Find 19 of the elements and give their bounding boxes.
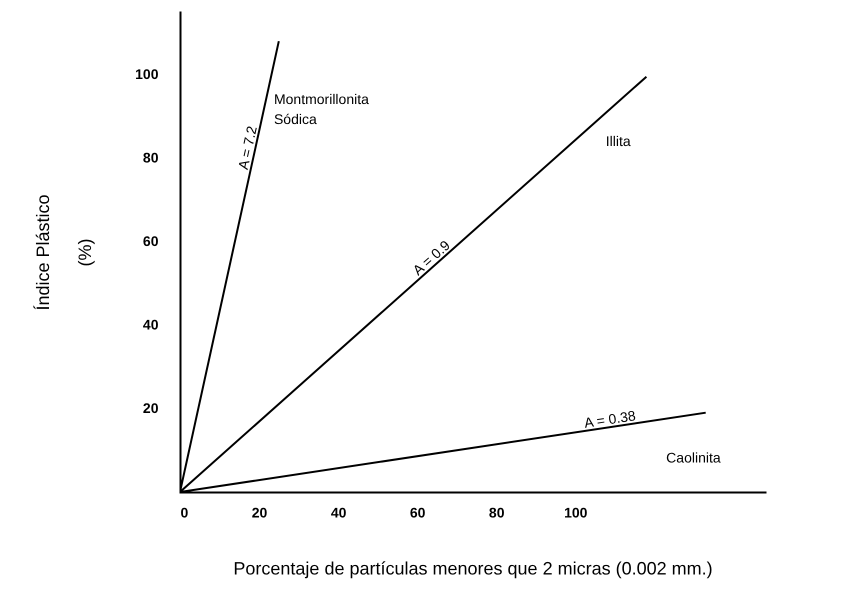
x-tick-label: 60 [410, 504, 426, 520]
text: Caolinita [666, 449, 721, 466]
series-label: Illita [606, 133, 631, 150]
series-label: Montmorillonita Sódica [274, 90, 370, 127]
x-tick-label: 20 [252, 504, 268, 520]
x-tick-label: 80 [488, 504, 505, 520]
y-tick-label: 60 [142, 233, 159, 250]
y-tick-label: 80 [142, 150, 159, 166]
y-tick-label: 40 [142, 316, 159, 333]
y-tick-label: 100 [135, 66, 159, 82]
y-tick-label: 20 [142, 400, 159, 416]
annotation: A = 0.9 [409, 236, 454, 278]
x-tick-label: 0 [180, 504, 188, 520]
annotation: A = 0.38 [583, 407, 637, 431]
annotation: A = 7.2 [234, 124, 260, 171]
x-tick-label: 100 [564, 504, 588, 520]
text: Índice Plástico (%) [33, 194, 96, 311]
x-tick-label: 40 [330, 504, 347, 520]
x-axis-title: Porcentaje de partículas menores que 2 micras (0.002 mm.) [233, 558, 713, 578]
